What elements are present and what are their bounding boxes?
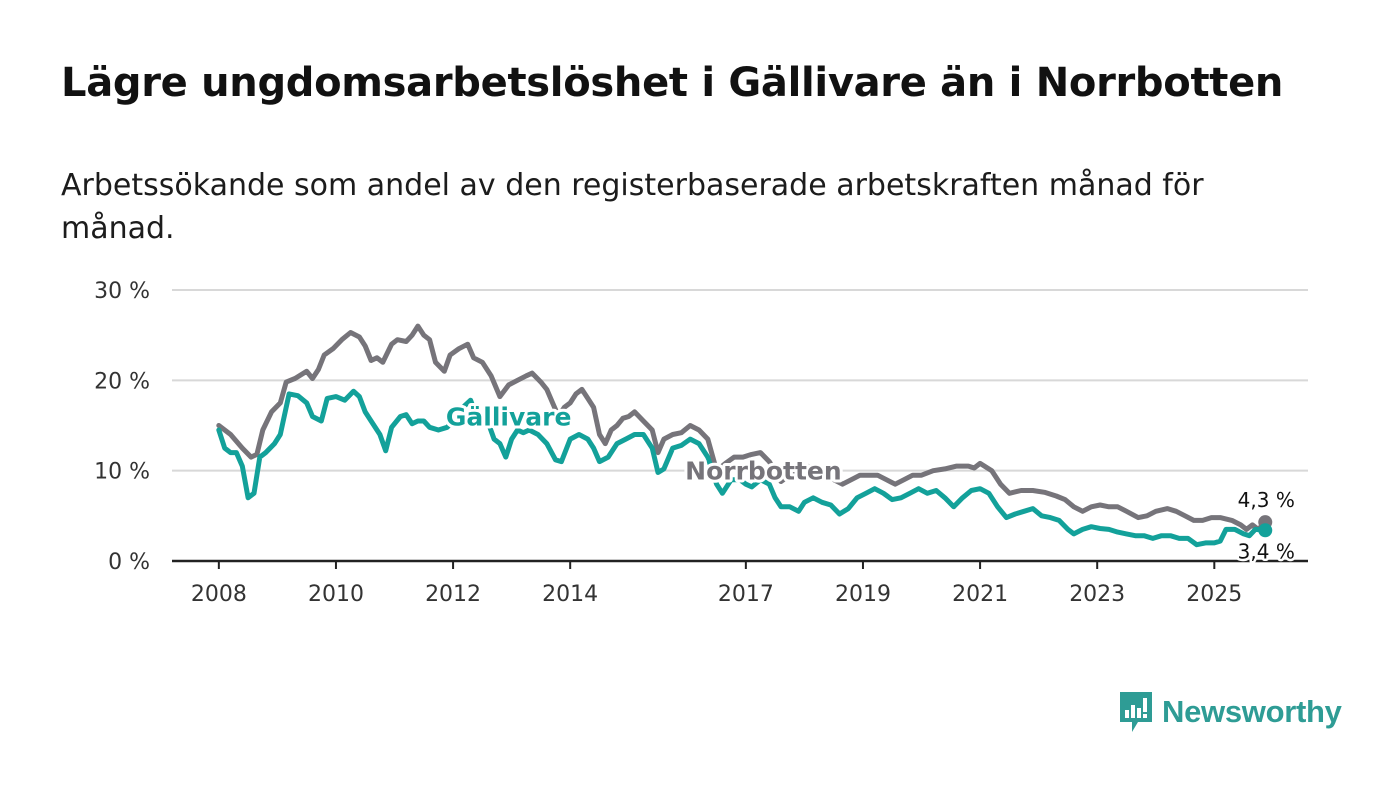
end-value-label-norrbotten: 4,3 % (1238, 488, 1295, 512)
x-tick-label: 2008 (191, 582, 247, 607)
y-tick-label: 30 % (94, 279, 150, 304)
chart-subtitle: Arbetssökande som andel av den registerb… (61, 168, 1204, 246)
gridlines (172, 289, 1308, 569)
series-name-label-norrbotten: Norrbotten (685, 457, 841, 486)
x-tick-label: 2010 (308, 582, 364, 607)
series-line-g-llivare (216, 388, 1268, 548)
newsworthy-logo: Newsworthy (1118, 690, 1342, 734)
chart-labels: 0 % 10 % 20 % 30 % 2008 2010 2012 2014 2017 2019 2… (94, 279, 1297, 607)
x-tick-label: 2023 (1069, 582, 1125, 607)
y-tick-label: 10 % (94, 460, 150, 485)
chart-title: Lägre ungdomsarbetslöshet i Gällivare än… (61, 60, 1284, 106)
x-tick-label: 2014 (542, 582, 598, 607)
series-lines (216, 323, 1273, 548)
x-tick-label: 2021 (952, 582, 1008, 607)
x-tick-label: 2025 (1186, 582, 1242, 607)
x-tick-label: 2017 (718, 582, 774, 607)
x-tick-label: 2012 (425, 582, 481, 607)
y-tick-label: 20 % (94, 369, 150, 394)
y-tick-label: 0 % (108, 550, 150, 575)
series-line-norrbotten (216, 323, 1268, 532)
end-value-label-g-llivare: 3,4 % (1238, 539, 1295, 563)
series-endpoint-g-llivare (1258, 523, 1273, 538)
x-tick-label: 2019 (835, 582, 891, 607)
series-name-label-g-llivare: Gällivare (446, 403, 572, 432)
newsworthy-logo-icon (1120, 692, 1152, 732)
newsworthy-logo-text: Newsworthy (1162, 694, 1342, 729)
